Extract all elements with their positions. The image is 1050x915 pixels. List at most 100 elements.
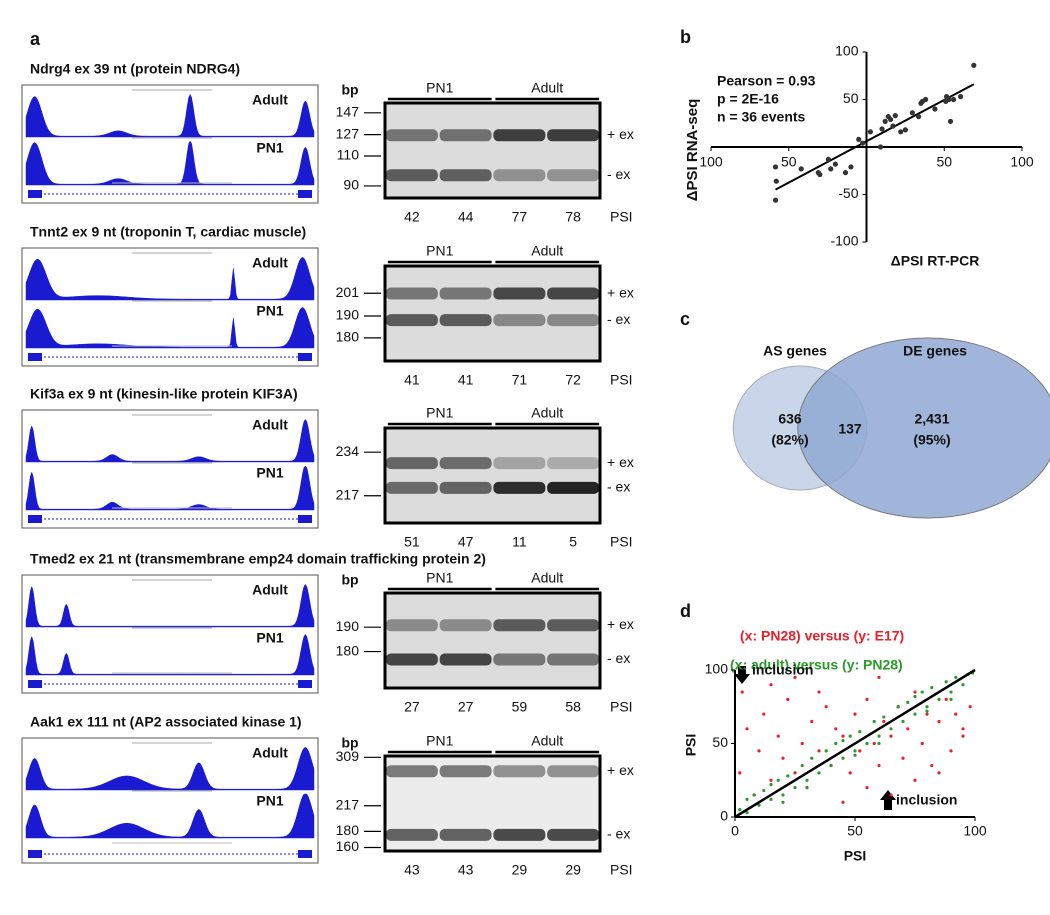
annotation: inclusion bbox=[752, 662, 813, 678]
point bbox=[937, 697, 941, 702]
point bbox=[961, 727, 965, 731]
psi-value: 47 bbox=[458, 534, 474, 550]
point bbox=[913, 694, 917, 699]
stat-text: n = 36 events bbox=[717, 109, 806, 125]
gene-title: Kif3a ex 9 nt (kinesin-like protein KIF3… bbox=[30, 386, 298, 402]
point bbox=[932, 106, 938, 112]
y-axis-title: PSI bbox=[683, 734, 699, 757]
point bbox=[841, 734, 845, 738]
track-label: Adult bbox=[252, 417, 288, 433]
point bbox=[971, 62, 977, 68]
point bbox=[817, 690, 821, 694]
region-count: 2,431 bbox=[914, 411, 949, 427]
point bbox=[961, 734, 965, 738]
coverage-track bbox=[25, 140, 315, 186]
point bbox=[834, 727, 838, 731]
bp-tick-label: 110 bbox=[337, 147, 360, 163]
band-exclusion bbox=[493, 653, 546, 666]
psi-label: PSI bbox=[610, 372, 633, 388]
psi-label: PSI bbox=[610, 862, 633, 878]
band-inclusion bbox=[439, 457, 492, 470]
browser-frame bbox=[21, 737, 319, 864]
point bbox=[769, 797, 773, 801]
point bbox=[745, 727, 749, 731]
band-exclusion bbox=[439, 653, 492, 666]
band-label: - ex bbox=[607, 650, 630, 666]
bp-label: bp bbox=[341, 82, 358, 98]
point bbox=[745, 797, 749, 801]
track-label: Adult bbox=[252, 582, 288, 598]
y-tick-label: -100 bbox=[830, 233, 858, 249]
y-tick-label: 0 bbox=[720, 808, 728, 824]
set-label: DE genes bbox=[903, 343, 967, 359]
band-inclusion bbox=[493, 457, 546, 470]
bp-label: bp bbox=[341, 735, 358, 751]
panel-label: c bbox=[680, 309, 690, 329]
point bbox=[906, 700, 910, 704]
point bbox=[882, 719, 886, 724]
bp-label: bp bbox=[341, 572, 358, 588]
psi-value: 29 bbox=[565, 862, 581, 878]
band-exclusion bbox=[547, 653, 600, 666]
point bbox=[858, 749, 862, 753]
band-exclusion bbox=[385, 828, 438, 841]
point bbox=[858, 730, 862, 734]
point bbox=[757, 749, 761, 753]
psi-label: PSI bbox=[610, 534, 633, 550]
bp-tick-label: 217 bbox=[336, 796, 360, 812]
psi-value: 71 bbox=[512, 372, 528, 388]
point bbox=[817, 171, 823, 178]
point bbox=[877, 763, 881, 768]
point bbox=[890, 123, 896, 129]
point bbox=[865, 741, 869, 746]
band-inclusion bbox=[385, 619, 438, 632]
point bbox=[944, 680, 948, 684]
psi-value: 78 bbox=[565, 209, 581, 225]
band-exclusion bbox=[385, 169, 438, 182]
point bbox=[872, 719, 876, 724]
psi-value: 77 bbox=[512, 209, 528, 225]
point bbox=[867, 129, 873, 135]
point bbox=[841, 756, 845, 760]
arrow-down bbox=[734, 666, 750, 684]
point bbox=[853, 712, 857, 716]
point bbox=[793, 675, 797, 679]
bp-tick-label: 309 bbox=[336, 748, 360, 764]
point bbox=[930, 763, 934, 768]
group-label: PN1 bbox=[426, 733, 453, 749]
point bbox=[848, 771, 852, 775]
bp-tick-label: 160 bbox=[336, 838, 360, 854]
point bbox=[828, 166, 834, 172]
group-label: Adult bbox=[531, 243, 563, 259]
exon bbox=[28, 353, 42, 361]
band-exclusion bbox=[547, 828, 600, 841]
x-tick-label: 50 bbox=[847, 823, 863, 839]
band-exclusion bbox=[493, 314, 546, 327]
point bbox=[913, 712, 917, 716]
bp-tick-label: 190 bbox=[336, 307, 360, 323]
bp-tick-label: 127 bbox=[336, 125, 360, 141]
panel-label: d bbox=[680, 601, 691, 621]
group-label: PN1 bbox=[426, 243, 453, 259]
bp-tick-label: 190 bbox=[336, 618, 360, 634]
point bbox=[925, 712, 929, 716]
point bbox=[901, 719, 905, 724]
coverage-track bbox=[25, 307, 315, 349]
exon bbox=[28, 190, 42, 198]
point bbox=[901, 756, 905, 760]
stat-text: Pearson = 0.93 bbox=[717, 73, 816, 89]
psi-value: 51 bbox=[404, 534, 420, 550]
band-inclusion bbox=[439, 287, 492, 300]
band-exclusion bbox=[547, 481, 600, 494]
point bbox=[950, 96, 957, 103]
point bbox=[793, 771, 797, 775]
point bbox=[757, 803, 761, 807]
exon bbox=[298, 353, 312, 361]
band-label: + ex bbox=[607, 126, 634, 142]
point bbox=[752, 793, 756, 797]
band-inclusion bbox=[547, 457, 600, 470]
band-inclusion bbox=[439, 129, 492, 142]
point bbox=[786, 774, 790, 778]
track-label: Adult bbox=[252, 92, 288, 108]
band-inclusion bbox=[547, 287, 600, 300]
